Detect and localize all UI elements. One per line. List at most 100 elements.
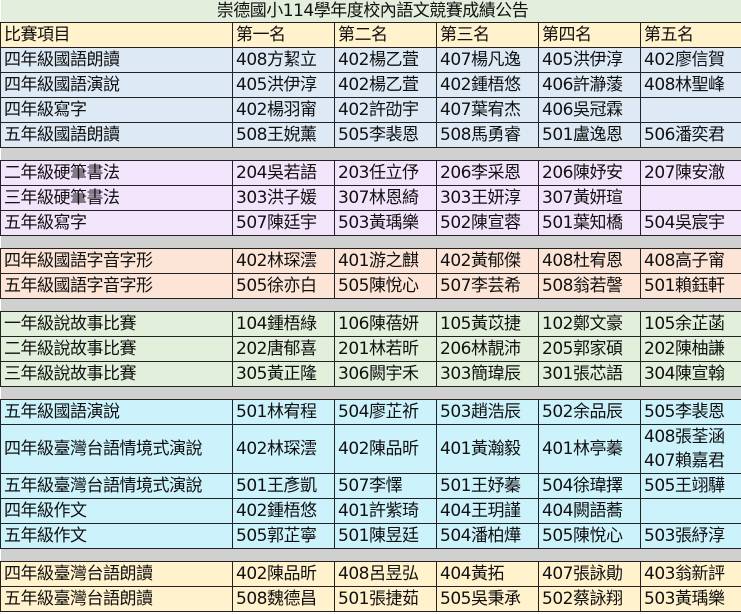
- header-second: 第二名: [334, 22, 437, 48]
- event-name-cell: 三年級硬筆書法: [0, 185, 233, 211]
- table-row: 四年級國語朗讀 408方絜立 402楊乙萓 407楊凡逸 405洪伊淳 402廖信賀: [0, 47, 741, 73]
- header-third: 第三名: [436, 22, 539, 48]
- winner-cell-second: 408呂昱弘: [334, 561, 437, 587]
- winner-cell-fourth: 405洪伊淳: [538, 47, 641, 73]
- winner-cell-fourth: 404闕語蕎: [538, 498, 641, 524]
- winner-cell-fifth: 202陳柚謙: [639, 336, 741, 362]
- winner-cell-third: 404黃拓: [436, 561, 539, 587]
- winner-cell-first: 202唐郁喜: [232, 336, 335, 362]
- winner-cell-third: 206李采恩: [436, 160, 539, 186]
- winner-cell-fifth: 408高子甯: [639, 248, 741, 274]
- winner-cell-third: 407楊凡逸: [436, 47, 539, 73]
- winner-cell-second: 402陳品昕: [334, 424, 437, 474]
- event-name-cell: 四年級臺灣台語朗讀: [0, 561, 233, 587]
- event-name-cell: 四年級國語字音字形: [0, 248, 233, 274]
- winner-cell-fifth: 408林聖峰: [639, 72, 741, 98]
- winner-cell-first: 505徐亦白: [232, 273, 335, 299]
- winner-cell-fifth: 207陳安澈: [639, 160, 741, 186]
- winner-cell-fourth: 504徐瑋擇: [538, 473, 641, 499]
- winner-cell-first: 405洪伊淳: [232, 72, 335, 98]
- winner-cell-first: 501王彥凱: [232, 473, 335, 499]
- winner-cell-first: 508魏德昌: [232, 586, 335, 612]
- winner-cell-third: 503趙浩辰: [436, 399, 539, 425]
- event-name-cell: 四年級國語演說: [0, 72, 233, 98]
- event-name-cell: 五年級臺灣台語情境式演說: [0, 473, 233, 499]
- winner-cell-fifth: 408張荃涵 407賴嘉君: [639, 424, 741, 474]
- winner-cell-second: 505李裴恩: [334, 122, 437, 148]
- table-row: 四年級作文 402鍾梧悠 401許紫琦 404王玥謹 404闕語蕎: [0, 498, 741, 524]
- winner-cell-fourth: 501盧逸恩: [538, 122, 641, 148]
- page-title: 崇德國小114學年度校內語文競賽成績公告: [0, 0, 741, 23]
- winner-cell-first: 402鍾梧悠: [232, 498, 335, 524]
- separator-cell: [0, 235, 741, 249]
- winner-cell-third: 404王玥謹: [436, 498, 539, 524]
- winner-cell-fourth: 408杜宥恩: [538, 248, 641, 274]
- winner-cell-third: 206林靚沛: [436, 336, 539, 362]
- event-name-cell: 五年級作文: [0, 523, 233, 549]
- winner-cell-first: 305黃正隆: [232, 361, 335, 387]
- winner-cell-fifth: [639, 498, 741, 524]
- header-first: 第一名: [232, 22, 335, 48]
- group-separator: [0, 298, 741, 312]
- winner-cell-fourth: 502蔡詠翔: [538, 586, 641, 612]
- winner-cell-second: 503黃瑀樂: [334, 210, 437, 236]
- winner-cell-second: 306闕宇禾: [334, 361, 437, 387]
- winner-cell-first: 505郭芷寧: [232, 523, 335, 549]
- event-name-cell: 四年級作文: [0, 498, 233, 524]
- winner-cell-third: 402黃郁傑: [436, 248, 539, 274]
- winner-cell-first: 402陳品昕: [232, 561, 335, 587]
- winner-cell-second: 201林若昕: [334, 336, 437, 362]
- winner-cell-first: 402林琛澐: [232, 248, 335, 274]
- winner-cell-fifth: 505王翊驊: [639, 473, 741, 499]
- winner-cell-fifth: 505李裴恩: [639, 399, 741, 425]
- winner-cell-third: 504潘柏燁: [436, 523, 539, 549]
- winner-cell-second: 402楊乙萓: [334, 72, 437, 98]
- winner-cell-fifth: 105余芷菡: [639, 311, 741, 337]
- winner-cell-first: 508王婗薰: [232, 122, 335, 148]
- winner-cell-fourth: 206陳妤安: [538, 160, 641, 186]
- winner-cell-third: 505吳秉承: [436, 586, 539, 612]
- table-row: 二年級說故事比賽 202唐郁喜 201林若昕 206林靚沛 205郭家碩 202陳柚謙: [0, 336, 741, 362]
- winner-cell-fourth: 508翁若謦: [538, 273, 641, 299]
- winner-cell-second: 401許紫琦: [334, 498, 437, 524]
- winner-cell-third: 407葉宥杰: [436, 97, 539, 123]
- winner-cell-first: 204吳若語: [232, 160, 335, 186]
- winner-cell-fifth: 501賴鈺軒: [639, 273, 741, 299]
- table-row: 三年級說故事比賽 305黃正隆 306闕宇禾 303簡瑋辰 301張芯語 304陳宣翰: [0, 361, 741, 387]
- table-row: 四年級寫字 402楊羽甯 402許劭宇 407葉宥杰 406吳冠霖: [0, 97, 741, 123]
- header-event: 比賽項目: [0, 22, 233, 48]
- winner-cell-first: 402林琛澐: [232, 424, 335, 474]
- winner-cell-second: 504廖芷祈: [334, 399, 437, 425]
- winner-cell-third: 303王妍淳: [436, 185, 539, 211]
- event-name-cell: 四年級臺灣台語情境式演說: [0, 424, 233, 474]
- table-row: 五年級臺灣台語情境式演說 501王彥凱 507李懌 501王妤蓁 504徐瑋擇 505王翊…: [0, 473, 741, 499]
- table-row: 二年級硬筆書法 204吳若語 203任立伃 206李采恩 206陳妤安 207陳安澈: [0, 160, 741, 186]
- winner-cell-fifth: 503張紓淳: [639, 523, 741, 549]
- winner-cell-second: 501陳昱廷: [334, 523, 437, 549]
- group-separator: [0, 548, 741, 562]
- header-row: 比賽項目 第一名 第二名 第三名 第四名 第五名: [0, 22, 741, 48]
- title-row: 崇德國小114學年度校內語文競賽成績公告: [0, 0, 741, 23]
- table-row: 五年級寫字 507陳廷宇 503黃瑀樂 502陳宣蓉 501葉知橋 504吳宸宇: [0, 210, 741, 236]
- winner-cell-fourth: 301張芯語: [538, 361, 641, 387]
- winner-cell-fourth: 406許瀞蔆: [538, 72, 641, 98]
- winner-cell-fifth: 402廖信賀: [639, 47, 741, 73]
- winner-cell-third: 105黃苡捷: [436, 311, 539, 337]
- winner-cell-fourth: 102鄭文豪: [538, 311, 641, 337]
- table-row: 五年級臺灣台語朗讀 508魏德昌 501張捷茹 505吳秉承 502蔡詠翔 503黃瑀樂: [0, 586, 741, 612]
- group-separator: [0, 386, 741, 400]
- event-name-cell: 五年級臺灣台語朗讀: [0, 586, 233, 612]
- table-row: 四年級國語演說 405洪伊淳 402楊乙萓 402鍾梧悠 406許瀞蔆 408林聖峰: [0, 72, 741, 98]
- winner-cell-first: 507陳廷宇: [232, 210, 335, 236]
- winner-cell-third: 508馬勇睿: [436, 122, 539, 148]
- event-name-cell: 五年級國語朗讀: [0, 122, 233, 148]
- winner-cell-first: 408方絜立: [232, 47, 335, 73]
- winner-cell-fourth: 407張詠勛: [538, 561, 641, 587]
- winner-cell-fifth: 504吳宸宇: [639, 210, 741, 236]
- table-row: 四年級臺灣台語情境式演說 402林琛澐 402陳品昕 401黃瀚毅 401林亭蓁 408張…: [0, 424, 741, 474]
- event-name-cell: 二年級硬筆書法: [0, 160, 233, 186]
- winner-cell-fourth: 401林亭蓁: [538, 424, 641, 474]
- winner-cell-fifth: 506潘奕君: [639, 122, 741, 148]
- header-fifth: 第五名: [639, 22, 741, 48]
- table-row: 五年級國語字音字形 505徐亦白 505陳悅心 507李芸希 508翁若謦 501賴鈺軒: [0, 273, 741, 299]
